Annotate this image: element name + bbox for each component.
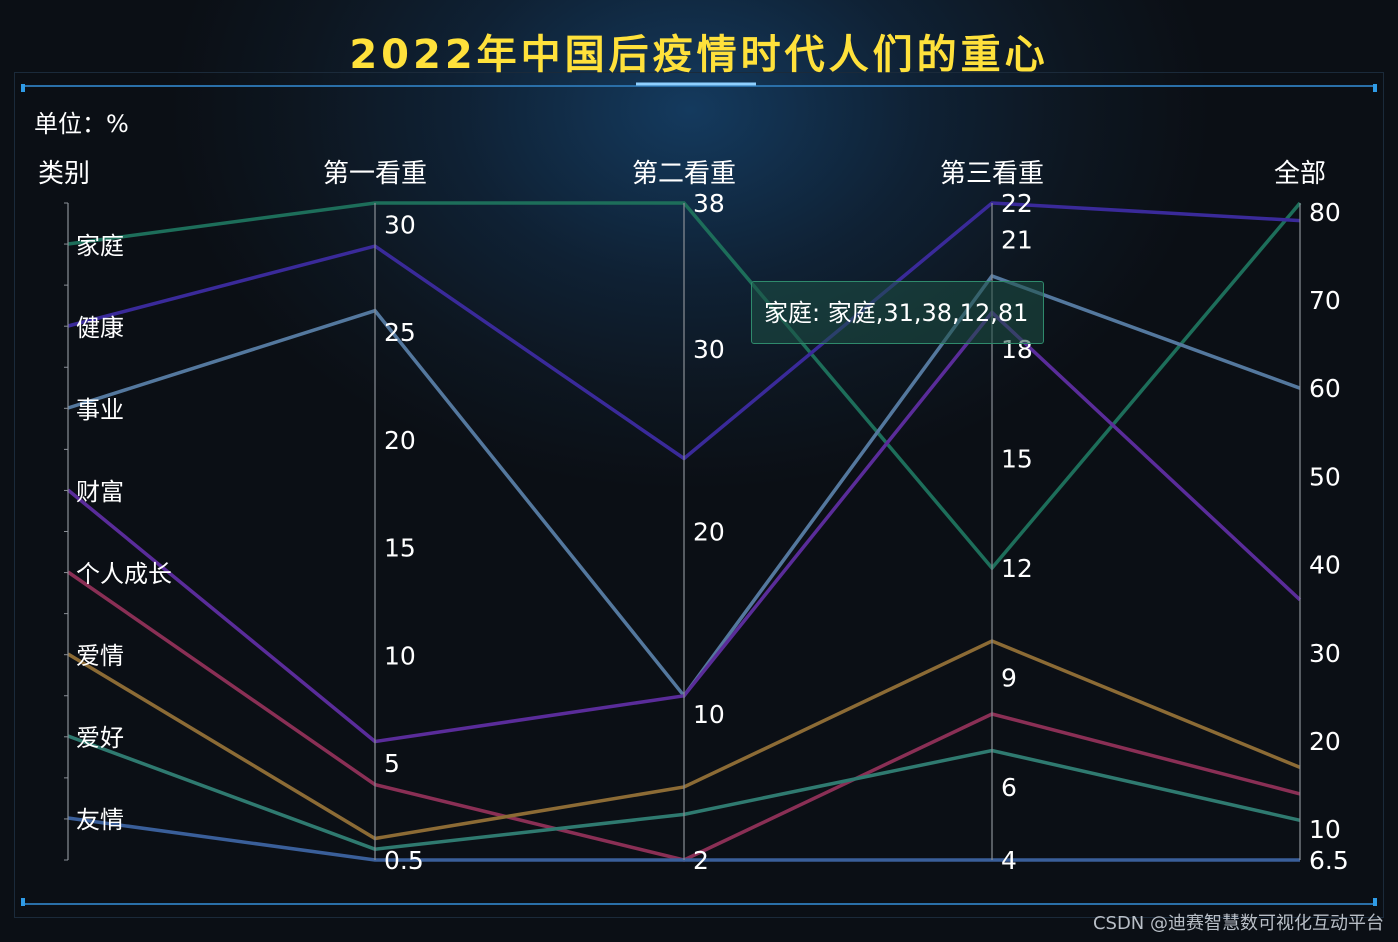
tick-label: 20 [1309, 727, 1341, 756]
category-label: 友情 [76, 806, 124, 834]
frame-corner [1373, 84, 1377, 92]
tick-label: 10 [384, 641, 416, 670]
tick-label: 10 [1309, 815, 1341, 844]
tick-label: 15 [384, 534, 416, 563]
tick-label: 30 [1309, 639, 1341, 668]
tick-label: 21 [1001, 226, 1033, 255]
tick-label: 60 [1309, 374, 1341, 403]
category-label: 家庭 [76, 232, 124, 260]
tick-label: 30 [693, 335, 725, 364]
tick-label: 50 [1309, 462, 1341, 491]
tick-label: 5 [384, 749, 400, 778]
tick-label: 9 [1001, 664, 1017, 693]
tick-label: 20 [693, 518, 725, 547]
axis-name-0: 类别 [38, 159, 90, 189]
chart-tooltip: 家庭: 家庭,31,38,12,81 [751, 281, 1044, 344]
category-label: 事业 [76, 396, 124, 424]
category-label: 财富 [76, 478, 124, 506]
category-label: 个人成长 [76, 560, 172, 588]
axis-name-4: 全部 [1274, 159, 1326, 189]
tick-label: 22 [1001, 189, 1033, 218]
axis-name-1: 第一看重 [323, 159, 427, 189]
frame-corner [1373, 898, 1377, 906]
tick-label: 0.5 [384, 846, 424, 875]
frame-corner [21, 898, 25, 906]
tick-label: 15 [1001, 445, 1033, 474]
tick-label: 25 [384, 318, 416, 347]
outer-frame [14, 72, 1384, 918]
tick-label: 30 [384, 211, 416, 240]
tick-label: 20 [384, 426, 416, 455]
unit-label: 单位：% [34, 110, 129, 138]
inner-frame [22, 85, 1376, 905]
axis-name-2: 第二看重 [632, 159, 736, 189]
tick-label: 80 [1309, 198, 1341, 227]
tick-label: 10 [693, 700, 725, 729]
tick-label: 4 [1001, 846, 1017, 875]
watermark: CSDN @迪赛智慧数可视化互动平台 [1092, 913, 1384, 934]
frame-corner [21, 84, 25, 92]
tick-label: 40 [1309, 551, 1341, 580]
tick-label: 6 [1001, 773, 1017, 802]
tick-label: 2 [693, 846, 709, 875]
tick-label: 70 [1309, 286, 1341, 315]
category-label: 健康 [76, 314, 124, 342]
tick-label: 12 [1001, 554, 1033, 583]
category-label: 爱情 [76, 642, 124, 670]
axis-name-3: 第三看重 [940, 159, 1044, 189]
tick-label: 6.5 [1309, 846, 1349, 875]
category-label: 爱好 [76, 724, 124, 752]
tick-label: 38 [693, 189, 725, 218]
